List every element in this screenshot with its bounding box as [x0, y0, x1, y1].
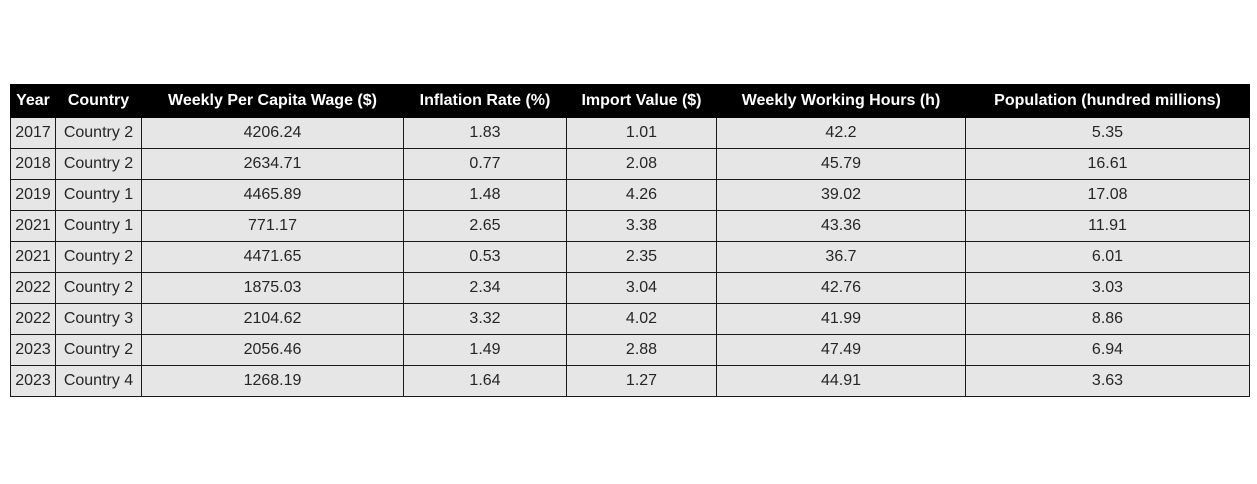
cell-import-value: 4.26 [566, 179, 717, 211]
cell-import-value: 3.04 [566, 272, 717, 304]
cell-country: Country 1 [55, 210, 142, 242]
table-row: 2021 Country 1 771.17 2.65 3.38 43.36 11.91 [10, 210, 1250, 242]
cell-weekly-wage: 771.17 [141, 210, 404, 242]
column-header-year: Year [10, 84, 56, 118]
cell-weekly-wage: 2104.62 [141, 303, 404, 335]
table-row: 2017 Country 2 4206.24 1.83 1.01 42.2 5.35 [10, 117, 1250, 149]
cell-weekly-wage: 1875.03 [141, 272, 404, 304]
cell-weekly-wage: 4471.65 [141, 241, 404, 273]
cell-working-hours: 42.76 [716, 272, 966, 304]
table-row: 2018 Country 2 2634.71 0.77 2.08 45.79 16.61 [10, 148, 1250, 180]
cell-working-hours: 47.49 [716, 334, 966, 366]
cell-year: 2019 [10, 179, 56, 211]
column-header-country: Country [55, 84, 142, 118]
table-row: 2023 Country 2 2056.46 1.49 2.88 47.49 6.94 [10, 334, 1250, 366]
cell-population: 3.03 [965, 272, 1250, 304]
cell-weekly-wage: 4206.24 [141, 117, 404, 149]
column-header-import-value: Import Value ($) [566, 84, 717, 118]
cell-year: 2022 [10, 272, 56, 304]
cell-year: 2022 [10, 303, 56, 335]
cell-inflation-rate: 2.34 [403, 272, 567, 304]
cell-inflation-rate: 3.32 [403, 303, 567, 335]
cell-population: 16.61 [965, 148, 1250, 180]
cell-inflation-rate: 1.64 [403, 365, 567, 397]
cell-inflation-rate: 2.65 [403, 210, 567, 242]
cell-population: 6.94 [965, 334, 1250, 366]
column-header-working-hours: Weekly Working Hours (h) [716, 84, 966, 118]
cell-import-value: 2.35 [566, 241, 717, 273]
cell-population: 5.35 [965, 117, 1250, 149]
cell-year: 2017 [10, 117, 56, 149]
cell-working-hours: 36.7 [716, 241, 966, 273]
table-row: 2022 Country 2 1875.03 2.34 3.04 42.76 3.03 [10, 272, 1250, 304]
cell-population: 8.86 [965, 303, 1250, 335]
cell-working-hours: 45.79 [716, 148, 966, 180]
cell-import-value: 3.38 [566, 210, 717, 242]
column-header-inflation-rate: Inflation Rate (%) [403, 84, 567, 118]
column-header-weekly-wage: Weekly Per Capita Wage ($) [141, 84, 404, 118]
table-row: 2023 Country 4 1268.19 1.64 1.27 44.91 3.63 [10, 365, 1250, 397]
cell-year: 2018 [10, 148, 56, 180]
cell-working-hours: 42.2 [716, 117, 966, 149]
cell-working-hours: 41.99 [716, 303, 966, 335]
table-header-row: Year Country Weekly Per Capita Wage ($) … [10, 84, 1250, 118]
cell-year: 2021 [10, 241, 56, 273]
cell-country: Country 3 [55, 303, 142, 335]
cell-weekly-wage: 2634.71 [141, 148, 404, 180]
cell-weekly-wage: 1268.19 [141, 365, 404, 397]
cell-population: 6.01 [965, 241, 1250, 273]
cell-country: Country 4 [55, 365, 142, 397]
cell-inflation-rate: 1.83 [403, 117, 567, 149]
cell-country: Country 2 [55, 334, 142, 366]
cell-population: 17.08 [965, 179, 1250, 211]
cell-inflation-rate: 1.49 [403, 334, 567, 366]
cell-population: 3.63 [965, 365, 1250, 397]
cell-working-hours: 39.02 [716, 179, 966, 211]
cell-inflation-rate: 0.77 [403, 148, 567, 180]
cell-import-value: 4.02 [566, 303, 717, 335]
cell-year: 2023 [10, 365, 56, 397]
data-table: Year Country Weekly Per Capita Wage ($) … [10, 84, 1250, 397]
cell-working-hours: 43.36 [716, 210, 966, 242]
cell-country: Country 1 [55, 179, 142, 211]
data-table-container: Year Country Weekly Per Capita Wage ($) … [10, 84, 1250, 397]
cell-country: Country 2 [55, 148, 142, 180]
cell-population: 11.91 [965, 210, 1250, 242]
cell-country: Country 2 [55, 117, 142, 149]
table-body: 2017 Country 2 4206.24 1.83 1.01 42.2 5.35 2018… [10, 117, 1250, 397]
cell-inflation-rate: 0.53 [403, 241, 567, 273]
cell-country: Country 2 [55, 272, 142, 304]
cell-working-hours: 44.91 [716, 365, 966, 397]
cell-inflation-rate: 1.48 [403, 179, 567, 211]
cell-import-value: 1.27 [566, 365, 717, 397]
cell-import-value: 1.01 [566, 117, 717, 149]
column-header-population: Population (hundred millions) [965, 84, 1250, 118]
cell-import-value: 2.08 [566, 148, 717, 180]
cell-year: 2021 [10, 210, 56, 242]
cell-weekly-wage: 2056.46 [141, 334, 404, 366]
table-row: 2021 Country 2 4471.65 0.53 2.35 36.7 6.01 [10, 241, 1250, 273]
table-row: 2019 Country 1 4465.89 1.48 4.26 39.02 17.08 [10, 179, 1250, 211]
cell-country: Country 2 [55, 241, 142, 273]
table-row: 2022 Country 3 2104.62 3.32 4.02 41.99 8.86 [10, 303, 1250, 335]
cell-weekly-wage: 4465.89 [141, 179, 404, 211]
cell-year: 2023 [10, 334, 56, 366]
cell-import-value: 2.88 [566, 334, 717, 366]
